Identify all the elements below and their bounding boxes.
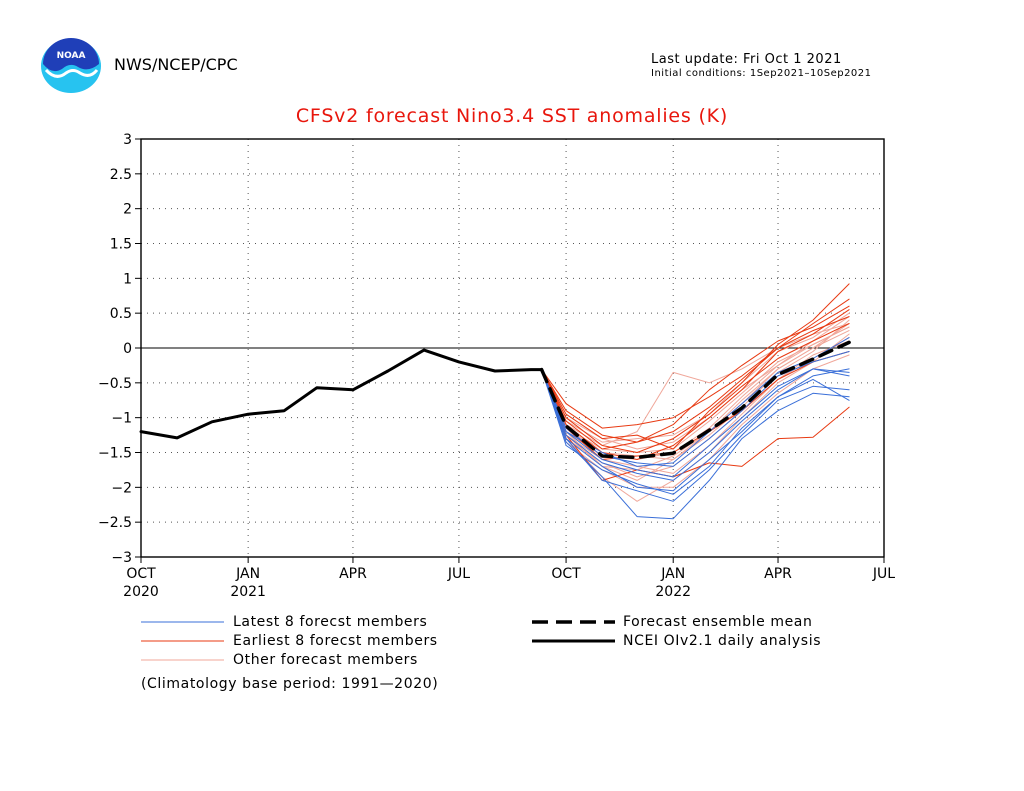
mean-line [539, 340, 851, 460]
y-tick-label: −1 [111, 411, 132, 427]
y-tick-label: −2.5 [98, 515, 132, 531]
climatology-note: (Climatology base period: 1991—2020) [141, 676, 439, 692]
earliest-member-line [541, 323, 850, 453]
latest-member-line [541, 368, 850, 481]
other-member-line [541, 323, 850, 471]
noaa-logo-text: NOAA [57, 51, 86, 61]
legend-earliest-label: Earliest 8 forecst members [233, 633, 438, 649]
y-tick-label: 0.5 [110, 306, 132, 322]
y-tick-label: 1 [123, 271, 132, 287]
y-tick-label: 2.5 [110, 167, 132, 183]
initial-conditions: Initial conditions: 1Sep2021–10Sep2021 [651, 68, 872, 79]
x-tick-label: JAN [660, 566, 685, 582]
grid-lines [141, 139, 884, 557]
plot-frame [140, 138, 885, 558]
x-tick-year-label: 2020 [123, 584, 159, 600]
legend-other-label: Other forecast members [233, 652, 418, 668]
other-member-line [541, 354, 850, 488]
other-member-line [541, 333, 850, 502]
y-tick-label: −3 [111, 550, 132, 566]
earliest-member-line [541, 305, 850, 443]
y-tick-label: −0.5 [98, 376, 132, 392]
chart-title: CFSv2 forecast Nino3.4 SST anomalies (K) [295, 105, 729, 127]
x-tick-label: JAN [235, 566, 260, 582]
other-member-line [541, 340, 850, 474]
y-tick-label: 2 [123, 202, 132, 218]
y-tick-label: −2 [111, 480, 132, 496]
x-tick-year-label: 2021 [230, 584, 266, 600]
org-label: NWS/NCEP/CPC [114, 55, 238, 74]
legend-latest-label: Latest 8 forecst members [233, 614, 428, 630]
x-tick-label: OCT [551, 566, 581, 582]
y-tick-label: 1.5 [110, 237, 132, 253]
y-tick-label: −1.5 [98, 446, 132, 462]
x-tick-label: APR [339, 566, 367, 582]
axes: 32.521.510.50−0.5−1−1.5−2−2.5−3OCT2020JA… [98, 132, 895, 600]
latest-member-line [541, 368, 850, 478]
last-update: Last update: Fri Oct 1 2021 [651, 52, 842, 67]
mean-series [539, 340, 851, 460]
other-member-line [541, 326, 850, 450]
analysis-series [139, 348, 544, 440]
latest-member-line [541, 369, 850, 502]
legend-lines [141, 620, 615, 661]
x-tick-label: JUL [447, 566, 470, 582]
y-tick-label: 0 [123, 341, 132, 357]
latest-member-line [541, 368, 850, 495]
earliest-member-line [541, 316, 850, 450]
x-tick-label: APR [764, 566, 792, 582]
analysis-line [139, 348, 544, 440]
other-members [541, 312, 850, 502]
y-tick-label: 3 [123, 132, 132, 148]
noaa-logo: NOAA [41, 38, 101, 93]
legend-analysis-label: NCEI OIv2.1 daily analysis [623, 633, 822, 649]
latest-member-line [541, 369, 850, 492]
legend-mean-label: Forecast ensemble mean [623, 614, 813, 630]
earliest-member-line [541, 309, 850, 460]
x-tick-label: JUL [872, 566, 895, 582]
other-member-line [541, 312, 850, 443]
x-tick-year-label: 2022 [655, 584, 691, 600]
x-tick-label: OCT [126, 566, 156, 582]
earliest-member-line [541, 283, 850, 450]
